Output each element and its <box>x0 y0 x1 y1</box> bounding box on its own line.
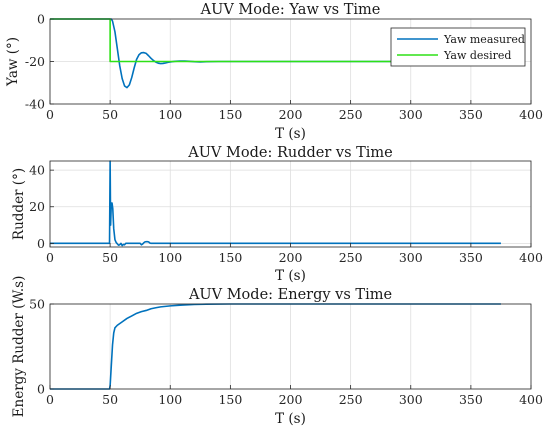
energy-panel: 0 50 100 150 200 250 300 350 400 0 50 AUV Mode: En… <box>11 276 543 427</box>
energy-y-tick-label: 0 <box>37 382 45 397</box>
energy-y-axis-label: Energy Rudder (W.s) <box>11 276 27 418</box>
energy-x-tick-label: 300 <box>399 392 423 407</box>
rudder-x-tick-label: 350 <box>459 250 483 265</box>
energy-chart-title: AUV Mode: Energy vs Time <box>188 287 392 303</box>
energy-x-tick-label: 350 <box>459 392 483 407</box>
rudder-ticks: 0 50 100 150 200 250 300 350 400 0 20 40 <box>29 163 543 265</box>
energy-x-tick-label: 50 <box>102 392 118 407</box>
energy-grid <box>49 303 532 390</box>
yaw-x-tick-label: 350 <box>459 107 483 122</box>
legend-box <box>390 27 526 67</box>
yaw-x-tick-label: 200 <box>279 107 303 122</box>
rudder-y-tick-label: 0 <box>37 236 45 251</box>
energy-x-tick-label: 400 <box>519 392 543 407</box>
yaw-chart-title: AUV Mode: Yaw vs Time <box>200 2 381 18</box>
energy-x-tick-label: 0 <box>46 392 54 407</box>
yaw-x-tick-label: 150 <box>218 107 242 122</box>
rudder-x-axis-label: T (s) <box>275 268 306 284</box>
rudder-series <box>50 160 501 247</box>
yaw-x-tick-label: 0 <box>46 107 54 122</box>
yaw-y-tick-label: 0 <box>37 12 45 27</box>
rudder-x-tick-label: 150 <box>218 250 242 265</box>
yaw-y-tick-label: -40 <box>25 97 45 112</box>
yaw-x-axis-label: T (s) <box>275 126 306 142</box>
yaw-y-axis-label: Yaw (°) <box>5 37 21 87</box>
rudder-y-tick-label: 40 <box>29 163 45 178</box>
rudder-panel: 0 50 100 150 200 250 300 350 400 0 20 40 AUV Mode: … <box>11 145 543 284</box>
rudder-series-line <box>50 160 501 247</box>
rudder-x-tick-label: 0 <box>46 250 54 265</box>
rudder-x-tick-label: 250 <box>339 250 363 265</box>
rudder-y-tick-label: 20 <box>29 199 45 214</box>
energy-x-tick-label: 150 <box>218 392 242 407</box>
energy-series <box>50 303 501 390</box>
rudder-x-tick-label: 100 <box>158 250 182 265</box>
energy-x-axis-label: T (s) <box>275 411 306 427</box>
yaw-y-tick-label: -20 <box>25 54 45 69</box>
energy-x-tick-label: 100 <box>158 392 182 407</box>
rudder-grid <box>49 161 532 247</box>
yaw-ticks: 0 50 100 150 200 250 300 350 400 -40 -20 0 <box>25 12 543 123</box>
yaw-x-tick-label: 100 <box>158 107 182 122</box>
energy-series-line <box>50 303 501 390</box>
energy-x-tick-label: 250 <box>339 392 363 407</box>
yaw-panel: 0 50 100 150 200 250 300 350 400 -40 -20 0 AUV Mode… <box>5 2 543 142</box>
yaw-x-tick-label: 50 <box>102 107 118 122</box>
energy-x-tick-label: 200 <box>279 392 303 407</box>
yaw-x-tick-label: 250 <box>339 107 363 122</box>
energy-y-tick-label: 50 <box>29 297 45 312</box>
energy-ticks: 0 50 100 150 200 250 300 350 400 0 50 <box>29 297 543 408</box>
yaw-x-tick-label: 400 <box>519 107 543 122</box>
legend-label-yaw-desired: Yaw desired <box>443 49 511 62</box>
yaw-legend: Yaw measured Yaw desired <box>390 27 526 67</box>
rudder-x-tick-label: 400 <box>519 250 543 265</box>
rudder-x-tick-label: 300 <box>399 250 423 265</box>
rudder-x-tick-label: 200 <box>279 250 303 265</box>
legend-label-yaw-measured: Yaw measured <box>443 33 525 46</box>
rudder-y-axis-label: Rudder (°) <box>11 168 27 240</box>
rudder-x-tick-label: 50 <box>102 250 118 265</box>
rudder-chart-title: AUV Mode: Rudder vs Time <box>187 145 393 161</box>
yaw-x-tick-label: 300 <box>399 107 423 122</box>
